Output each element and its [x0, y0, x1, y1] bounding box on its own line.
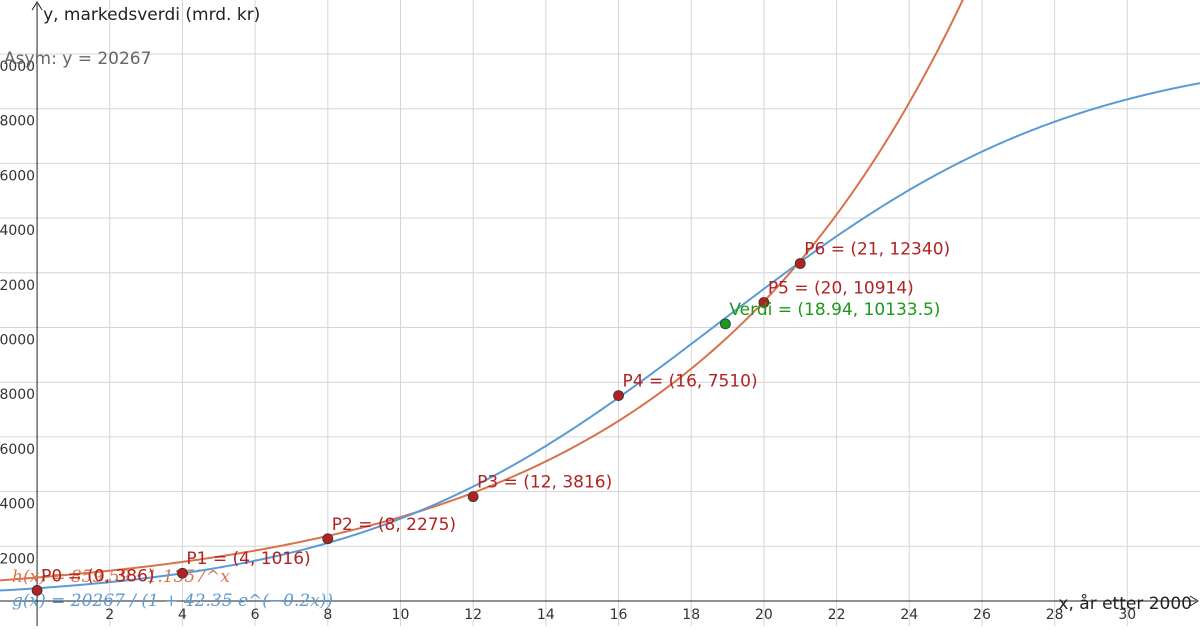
function-label: g(x) = 20267 / (1 + 42.35 e^(−0.2x)) [12, 591, 333, 611]
point [794, 258, 806, 269]
asymptote-label: Asym: y = 20267 [4, 49, 151, 69]
x-tick-label: 18 [682, 607, 700, 623]
x-tick-label: 26 [973, 607, 991, 623]
y-axis-label: y, markedsverdi (mrd. kr) [43, 5, 260, 25]
x-tick-label: 10 [392, 607, 410, 623]
point-label: Verdi = (18.94, 10133.5) [729, 300, 940, 320]
point [177, 567, 188, 579]
x-tick-label: 30 [1118, 607, 1136, 623]
y-tick-label: 14000 [0, 223, 35, 239]
function-label: h(x) = 859.59 · 1.1357^x [12, 567, 230, 587]
y-tick-label: 12000 [0, 278, 35, 294]
y-tick-label: 4000 [0, 497, 35, 513]
x-tick-label: 6 [251, 607, 260, 623]
y-tick-label: 8000 [0, 387, 35, 403]
point-label: P2 = (8, 2275) [332, 515, 456, 535]
x-tick-label: 24 [900, 607, 918, 623]
point-label: P1 = (4, 1016) [186, 549, 310, 569]
point [758, 297, 770, 308]
x-axis-label: x, år etter 2000 [1058, 593, 1192, 614]
point [613, 390, 624, 401]
y-tick-label: 6000 [0, 442, 35, 458]
x-tick-label: 8 [323, 607, 332, 623]
x-tick-label: 12 [464, 607, 482, 623]
x-tick-label: 20 [755, 607, 773, 623]
x-tick-label: 16 [610, 607, 628, 623]
x-tick-label: 22 [828, 607, 846, 623]
function-curve [0, 0, 964, 582]
point-label: P0 = (0, 386) [41, 566, 154, 586]
x-tick-label: 2 [105, 607, 114, 623]
y-tick-label: 16000 [0, 168, 35, 184]
point-label: P4 = (16, 7510) [623, 372, 758, 392]
x-tick-label: 14 [537, 607, 555, 623]
point [31, 585, 43, 596]
x-arrow [1189, 595, 1199, 607]
y-tick-label: 2000 [0, 551, 35, 567]
x-tick-label: 28 [1046, 607, 1064, 623]
point-label: P6 = (21, 12340) [804, 239, 950, 259]
point [322, 533, 334, 545]
point [719, 318, 731, 330]
point [467, 491, 479, 503]
y-arrow [31, 1, 43, 11]
point-label: P5 = (20, 10914) [768, 278, 914, 298]
function-curve [0, 82, 1200, 592]
y-tick-label: 10000 [0, 332, 35, 348]
y-tick-label: 18000 [0, 114, 35, 130]
y-tick-label: 20000 [0, 59, 35, 75]
point-label: P3 = (12, 3816) [477, 473, 612, 493]
x-tick-label: 4 [178, 607, 187, 623]
